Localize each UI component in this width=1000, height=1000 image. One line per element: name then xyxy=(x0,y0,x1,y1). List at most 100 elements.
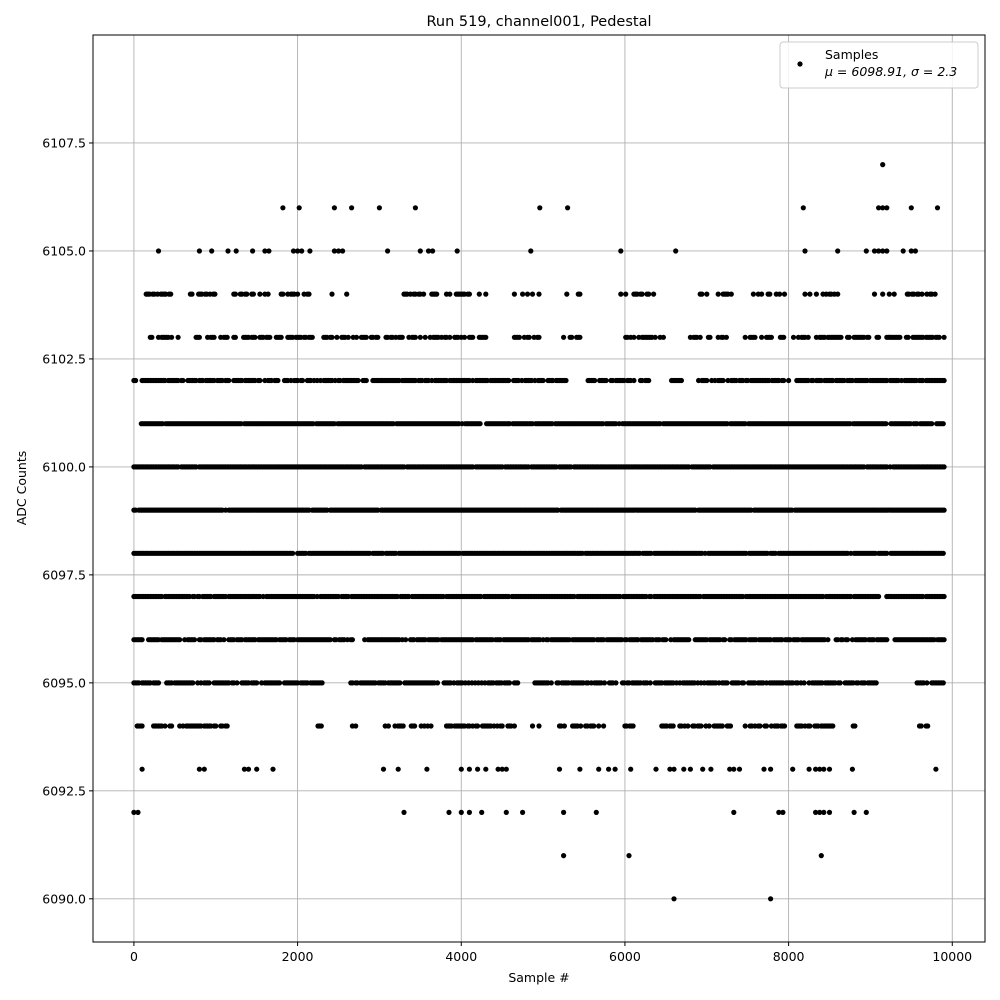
data-point xyxy=(262,248,268,254)
y-axis-label: ADC Counts xyxy=(14,451,29,526)
data-point xyxy=(876,248,882,254)
y-tick-label: 6090.0 xyxy=(42,891,86,906)
data-point xyxy=(687,766,694,772)
data-point xyxy=(897,334,903,340)
data-point xyxy=(454,248,460,254)
data-point xyxy=(476,291,482,297)
data-point xyxy=(670,723,676,729)
y-tick-label: 6100.0 xyxy=(42,459,86,474)
data-point xyxy=(319,680,325,686)
data-point xyxy=(196,248,202,254)
data-point xyxy=(826,809,833,816)
data-point xyxy=(941,377,947,384)
data-point xyxy=(741,680,747,686)
data-point xyxy=(536,723,542,729)
data-point xyxy=(818,853,824,859)
data-point xyxy=(483,334,489,340)
data-point xyxy=(417,248,423,254)
data-point xyxy=(209,248,215,254)
x-axis-ticks: 0 2000 4000 6000 8000 10000 xyxy=(130,942,972,964)
data-point xyxy=(424,766,430,772)
data-point xyxy=(660,334,667,340)
data-point xyxy=(678,377,685,384)
data-point xyxy=(940,680,946,686)
data-point xyxy=(295,291,301,297)
data-point xyxy=(212,291,218,297)
data-point xyxy=(277,680,283,686)
data-point xyxy=(851,809,857,816)
data-point xyxy=(226,377,232,384)
data-point xyxy=(699,291,705,297)
data-point xyxy=(708,766,714,772)
data-point xyxy=(596,723,602,729)
data-point xyxy=(801,680,807,686)
data-point xyxy=(813,766,819,772)
x-tick-label: 6000 xyxy=(609,949,641,964)
data-point xyxy=(852,723,858,729)
data-point xyxy=(759,334,765,340)
data-point xyxy=(768,334,775,340)
data-point xyxy=(813,291,820,297)
data-point xyxy=(591,723,597,729)
data-point xyxy=(596,766,602,772)
data-point xyxy=(499,723,505,729)
data-point xyxy=(932,291,938,297)
data-point xyxy=(221,637,227,643)
data-point xyxy=(653,766,659,772)
data-point xyxy=(880,291,886,297)
data-point xyxy=(918,723,924,729)
data-point xyxy=(723,334,730,340)
data-point xyxy=(327,637,333,643)
data-point xyxy=(385,723,391,729)
data-point xyxy=(612,766,618,772)
data-point xyxy=(941,593,947,600)
data-point xyxy=(556,766,563,772)
data-point xyxy=(700,766,706,772)
data-point xyxy=(805,334,811,340)
data-point xyxy=(681,766,687,772)
data-point xyxy=(835,248,841,254)
data-point xyxy=(397,680,403,686)
data-point xyxy=(180,377,186,384)
data-point xyxy=(503,766,509,772)
data-point xyxy=(412,205,418,211)
data-point xyxy=(169,334,175,340)
data-point xyxy=(278,334,284,340)
data-point xyxy=(265,291,271,297)
x-tick-label: 0 xyxy=(130,949,138,964)
data-point xyxy=(876,593,882,600)
data-point xyxy=(506,680,513,686)
data-point xyxy=(483,766,489,772)
legend: Samples μ = 6098.91, σ = 2.3 xyxy=(779,41,979,89)
data-point xyxy=(252,334,258,340)
data-point xyxy=(412,334,418,340)
data-point xyxy=(483,291,489,297)
data-point xyxy=(639,291,645,297)
data-point xyxy=(190,680,196,686)
data-point xyxy=(835,291,841,297)
data-point xyxy=(466,809,472,816)
data-point xyxy=(704,377,710,384)
data-point xyxy=(428,723,434,729)
data-point xyxy=(168,291,174,297)
data-point xyxy=(479,809,485,816)
data-point xyxy=(400,723,406,729)
data-point xyxy=(434,680,441,686)
data-point xyxy=(254,680,260,686)
data-point xyxy=(802,291,808,297)
data-point xyxy=(309,334,315,340)
data-point xyxy=(731,766,737,772)
data-point xyxy=(569,334,575,340)
data-point xyxy=(499,766,505,772)
data-point xyxy=(671,766,677,772)
data-point xyxy=(334,334,340,340)
data-point xyxy=(245,766,252,772)
data-point xyxy=(290,550,296,556)
data-point xyxy=(651,291,657,297)
data-point xyxy=(647,680,653,686)
data-point xyxy=(780,809,786,816)
data-point xyxy=(430,248,436,254)
data-point xyxy=(830,723,836,729)
data-point xyxy=(871,248,878,254)
data-point xyxy=(515,680,521,686)
